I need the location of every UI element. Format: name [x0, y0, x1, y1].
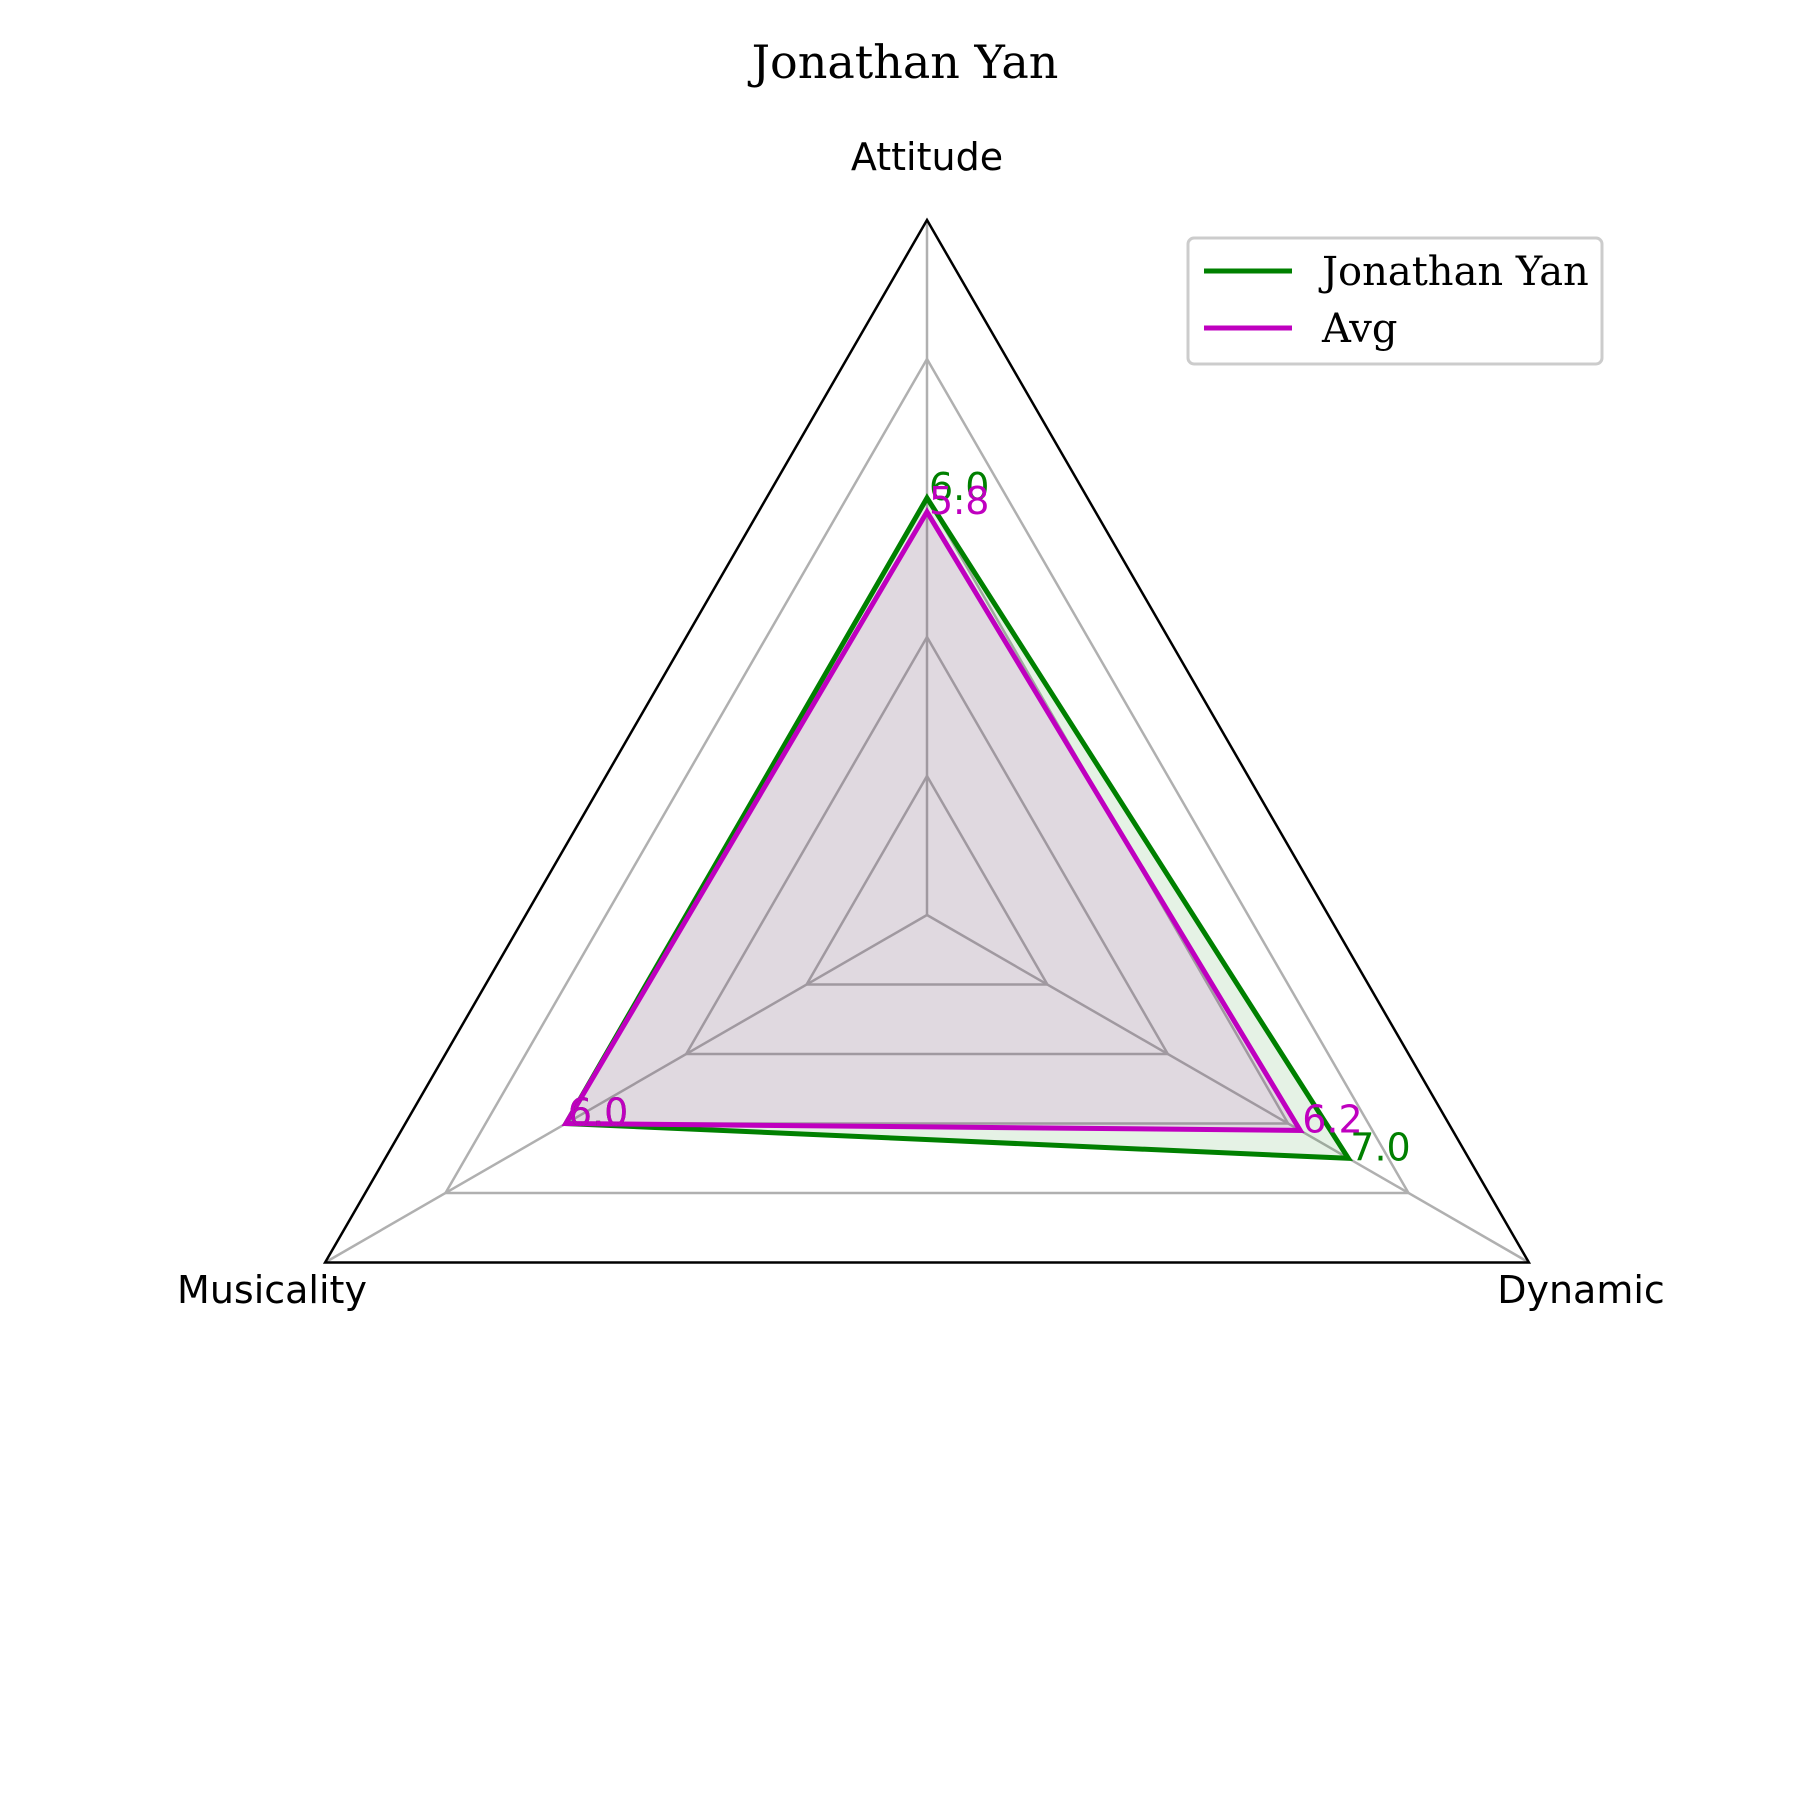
series-line: [561, 507, 1305, 1133]
value-label: 6.2: [1302, 1097, 1362, 1141]
value-label: 6.0: [568, 1091, 628, 1135]
outer-frame: [322, 217, 1532, 1264]
axis-label: Musicality: [177, 1268, 367, 1312]
radar-series: [561, 493, 1353, 1162]
series-fill: [565, 511, 1301, 1131]
value-labels: 6.07.06.05.86.26.0: [568, 465, 1411, 1169]
value-label: 7.0: [1350, 1125, 1410, 1169]
grid-spoke: [926, 913, 1530, 1264]
axis-label: Attitude: [851, 135, 1003, 179]
chart-title: Jonathan Yan: [748, 35, 1059, 89]
legend: Jonathan Yan Avg: [1186, 236, 1604, 366]
series-fill: [565, 498, 1349, 1159]
grid-ring: [684, 634, 1170, 1056]
axis-labels: Attitude Dynamic Musicality: [177, 135, 1665, 1312]
grid-ring: [804, 773, 1050, 986]
value-label: 5.8: [929, 479, 989, 523]
series-line: [561, 493, 1353, 1162]
grid-spoke: [324, 913, 928, 1264]
legend-label: Jonathan Yan: [1318, 249, 1589, 295]
legend-label: Avg: [1321, 306, 1397, 352]
grid-ring: [443, 356, 1411, 1195]
axis-label: Dynamic: [1497, 1268, 1665, 1312]
value-label: 6.0: [929, 465, 989, 509]
value-label: 6.0: [568, 1091, 628, 1135]
